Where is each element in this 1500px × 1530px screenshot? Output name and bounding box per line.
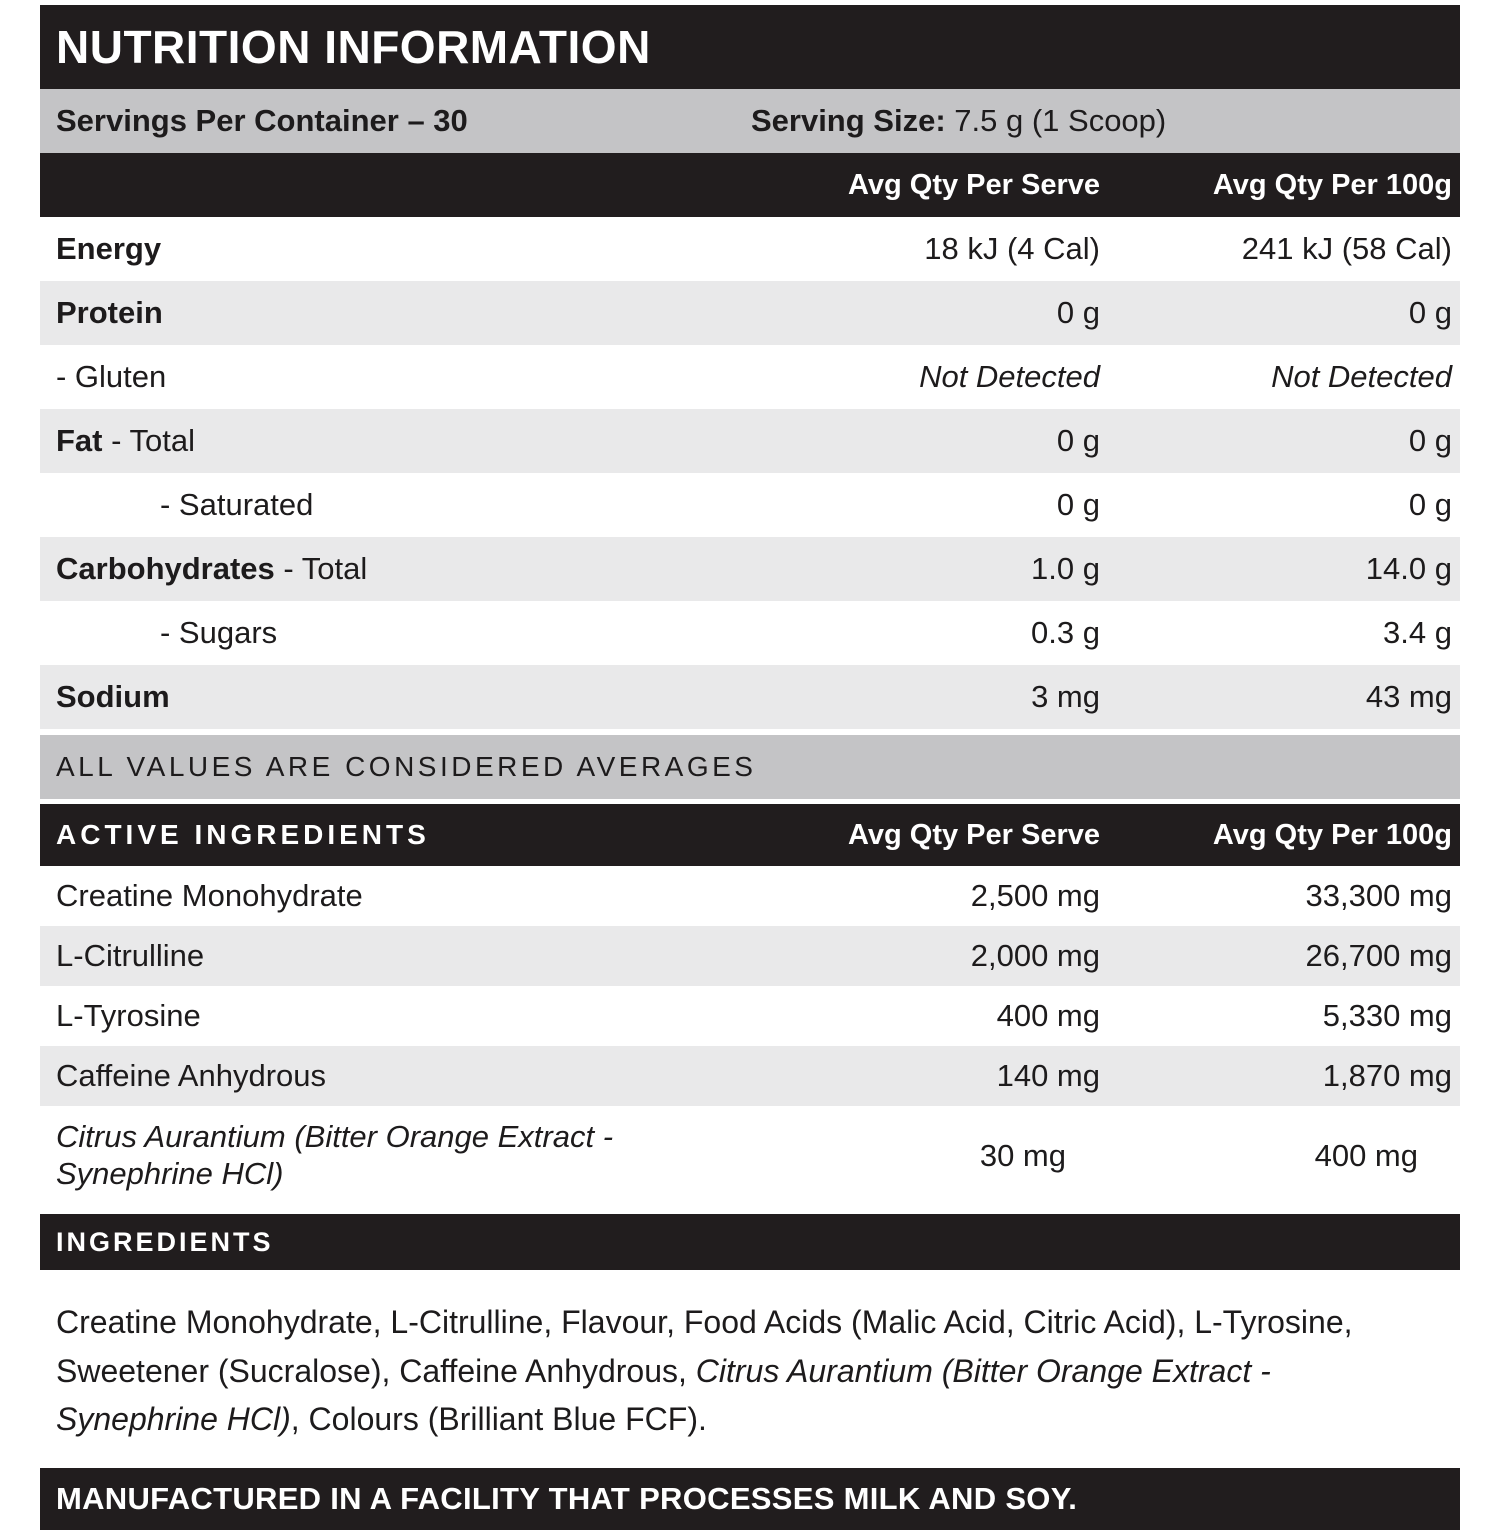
value-per-serve: Not Detected xyxy=(919,359,1100,394)
active-ingredients-title: ACTIVE INGREDIENTS xyxy=(56,819,430,850)
servings-per-container: Servings Per Container – 30 xyxy=(56,103,468,138)
serving-size: Serving Size: 7.5 g (1 Scoop) xyxy=(751,103,1460,139)
averages-note-band: ALL VALUES ARE CONSIDERED AVERAGES xyxy=(40,735,1460,799)
value-per-serve: 0.3 g xyxy=(1031,615,1100,650)
serving-size-value: 7.5 g (1 Scoop) xyxy=(954,103,1167,138)
table-row-caffeine-anhydrous: Caffeine Anhydrous 140 mg 1,870 mg xyxy=(40,1046,1460,1106)
value-per-100g: 3.4 g xyxy=(1383,615,1452,650)
value-per-100g: 5,330 mg xyxy=(1322,998,1452,1033)
table-row-l-tyrosine: L-Tyrosine 400 mg 5,330 mg xyxy=(40,986,1460,1046)
row-label: Creatine Monohydrate xyxy=(56,878,363,913)
value-per-100g: 400 mg xyxy=(1314,1138,1418,1173)
value-per-100g: Not Detected xyxy=(1271,359,1452,394)
value-per-serve: 0 g xyxy=(1056,295,1100,330)
table-row-citrus-aurantium: Citrus Aurantium (Bitter Orange Extract … xyxy=(40,1106,1460,1206)
table-row-energy: Energy 18 kJ (4 Cal) 241 kJ (58 Cal) xyxy=(40,217,1460,281)
table-row-carbohydrates: Carbohydrates - Total 1.0 g 14.0 g xyxy=(40,537,1460,601)
table-row-creatine-monohydrate: Creatine Monohydrate 2,500 mg 33,300 mg xyxy=(40,866,1460,926)
value-per-serve: 1.0 g xyxy=(1031,551,1100,586)
row-label: Fat xyxy=(56,423,103,458)
column-header-per-serve: Avg Qty Per Serve xyxy=(848,818,1100,851)
ingredients-header-band: INGREDIENTS xyxy=(40,1214,1460,1270)
serving-info-band: Servings Per Container – 30 Serving Size… xyxy=(40,89,1460,153)
row-label: Energy xyxy=(56,231,162,266)
table-row-gluten: - Gluten Not Detected Not Detected xyxy=(40,345,1460,409)
value-per-100g: 14.0 g xyxy=(1365,551,1452,586)
allergen-warning-band: MANUFACTURED IN A FACILITY THAT PROCESSE… xyxy=(40,1467,1460,1530)
ingredients-list: Creatine Monohydrate, L-Citrulline, Flav… xyxy=(56,1304,1353,1438)
value-per-100g: 0 g xyxy=(1408,295,1452,330)
table-row-sugars: - Sugars 0.3 g 3.4 g xyxy=(40,601,1460,665)
allergen-warning: MANUFACTURED IN A FACILITY THAT PROCESSE… xyxy=(56,1480,1078,1516)
row-label: Protein xyxy=(56,295,163,330)
ingredients-title: INGREDIENTS xyxy=(56,1226,274,1257)
value-per-serve: 3 mg xyxy=(1031,679,1100,714)
value-per-100g: 1,870 mg xyxy=(1322,1058,1452,1093)
column-header-per-100g: Avg Qty Per 100g xyxy=(1212,818,1452,851)
title-band: NUTRITION INFORMATION xyxy=(40,5,1460,89)
row-label: Sodium xyxy=(56,679,170,714)
row-label: L-Tyrosine xyxy=(56,998,201,1033)
value-per-serve: 2,000 mg xyxy=(970,938,1100,973)
row-label: Citrus Aurantium (Bitter Orange Extract … xyxy=(56,1119,614,1191)
value-per-serve: 18 kJ (4 Cal) xyxy=(924,231,1100,266)
value-per-100g: 43 mg xyxy=(1365,679,1452,714)
value-per-100g: 0 g xyxy=(1408,423,1452,458)
table-row-saturated-fat: - Saturated 0 g 0 g xyxy=(40,473,1460,537)
table-row-protein: Protein 0 g 0 g xyxy=(40,281,1460,345)
column-header-per-100g: Avg Qty Per 100g xyxy=(1212,168,1452,201)
row-label: L-Citrulline xyxy=(56,938,205,973)
value-per-serve: 30 mg xyxy=(979,1138,1066,1173)
table-row-sodium: Sodium 3 mg 43 mg xyxy=(40,665,1460,729)
value-per-serve: 400 mg xyxy=(996,998,1100,1033)
page-title: NUTRITION INFORMATION xyxy=(56,21,651,73)
value-per-100g: 0 g xyxy=(1408,487,1452,522)
value-per-serve: 140 mg xyxy=(996,1058,1100,1093)
row-label: Caffeine Anhydrous xyxy=(56,1058,327,1093)
value-per-serve: 0 g xyxy=(1056,423,1100,458)
row-label: Carbohydrates xyxy=(56,551,275,586)
column-header-per-serve: Avg Qty Per Serve xyxy=(848,168,1100,201)
active-ingredients-header-band: ACTIVE INGREDIENTS Avg Qty Per Serve Avg… xyxy=(40,804,1460,866)
value-per-serve: 2,500 mg xyxy=(970,878,1100,913)
serving-size-label: Serving Size: xyxy=(750,103,946,138)
averages-note: ALL VALUES ARE CONSIDERED AVERAGES xyxy=(56,751,757,782)
value-per-100g: 33,300 mg xyxy=(1305,878,1453,913)
table-column-headers: Avg Qty Per Serve Avg Qty Per 100g xyxy=(40,153,1460,217)
value-per-100g: 26,700 mg xyxy=(1305,938,1453,973)
value-per-serve: 0 g xyxy=(1056,487,1100,522)
value-per-100g: 241 kJ (58 Cal) xyxy=(1241,231,1452,266)
table-row-l-citrulline: L-Citrulline 2,000 mg 26,700 mg xyxy=(40,926,1460,986)
table-row-fat-total: Fat - Total 0 g 0 g xyxy=(40,409,1460,473)
